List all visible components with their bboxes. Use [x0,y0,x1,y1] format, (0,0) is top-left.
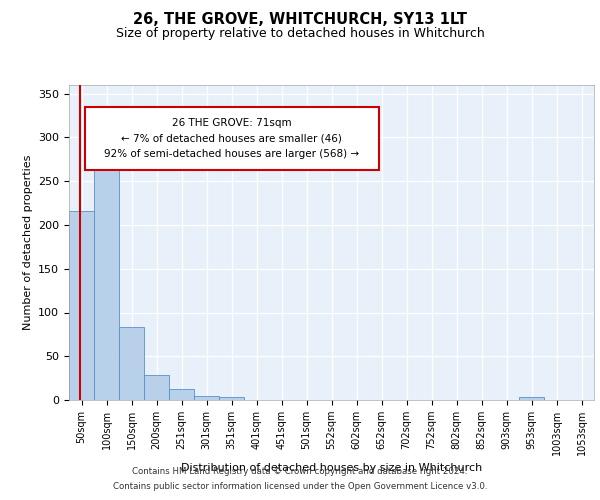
Bar [69,211,94,400]
Text: Contains public sector information licensed under the Open Government Licence v3: Contains public sector information licen… [113,482,487,491]
FancyBboxPatch shape [85,107,379,170]
Text: Size of property relative to detached houses in Whitchurch: Size of property relative to detached ho… [116,28,484,40]
Bar [194,396,219,400]
Bar [169,388,194,400]
X-axis label: Distribution of detached houses by size in Whitchurch: Distribution of detached houses by size … [181,464,482,473]
Bar [119,328,144,400]
Bar [219,396,244,400]
Text: 26 THE GROVE: 71sqm
← 7% of detached houses are smaller (46)
92% of semi-detache: 26 THE GROVE: 71sqm ← 7% of detached hou… [104,118,359,159]
Bar [144,374,169,400]
Text: 26, THE GROVE, WHITCHURCH, SY13 1LT: 26, THE GROVE, WHITCHURCH, SY13 1LT [133,12,467,28]
Bar [519,396,544,400]
Bar [94,163,119,400]
Y-axis label: Number of detached properties: Number of detached properties [23,155,32,330]
Text: Contains HM Land Registry data © Crown copyright and database right 2024.: Contains HM Land Registry data © Crown c… [132,467,468,476]
